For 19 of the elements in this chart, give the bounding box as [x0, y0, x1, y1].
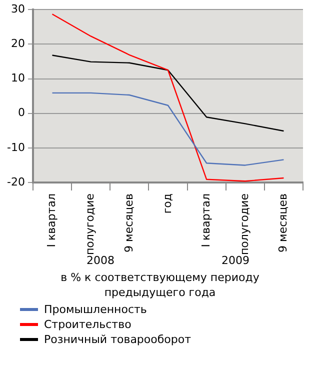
x-tick-label: I квартал: [45, 194, 58, 248]
y-tick-label: 30: [10, 2, 25, 16]
legend-label: Промышленность: [44, 303, 147, 316]
x-tick-label: 9 месяцев: [122, 194, 136, 252]
x-axis-title: в % к соответствующему периоду предыдущего года: [60, 270, 260, 300]
y-tick-label: 10: [10, 72, 25, 85]
legend-label: Строительство: [44, 318, 132, 331]
x-tick-label: год: [160, 193, 174, 214]
y-tick-label: -20: [7, 175, 25, 188]
text: 2009: [220, 254, 250, 268]
x-tick-label: 9 месяцев: [276, 194, 290, 252]
legend-label: Розничный товарооборот: [44, 333, 192, 346]
x-tick-label: полугодие: [84, 193, 97, 256]
y-tick-label: 20: [10, 37, 25, 50]
text: 2008: [85, 254, 116, 268]
y-tick-label: -10: [7, 140, 25, 154]
x-tick-label: полугодие: [238, 193, 251, 256]
x-tick-label: I квартал: [199, 194, 212, 248]
y-tick-label: 0: [18, 106, 25, 120]
